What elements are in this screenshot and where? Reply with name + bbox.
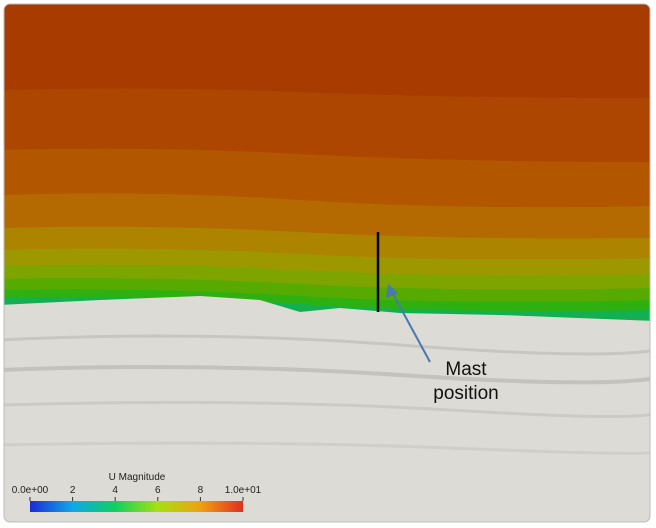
colorbar-title: U Magnitude: [109, 472, 166, 483]
colorbar-tick-label: 8: [198, 485, 204, 496]
arrow-head: [386, 284, 398, 298]
colorbar-tick-label: 1.0e+01: [225, 485, 262, 496]
colorbar: [30, 501, 243, 512]
arrow: [391, 291, 431, 363]
annotation-line: position: [433, 383, 499, 404]
annotation-line: Mast: [445, 359, 487, 380]
colorbar-tick-label: 4: [112, 485, 118, 496]
frame: [3, 3, 651, 523]
colorbar-tick-label: 6: [155, 485, 161, 496]
colorbar-tick-label: 2: [70, 485, 76, 496]
terrain: [4, 296, 650, 522]
colorbar-tick-label: 0.0e+00: [12, 485, 49, 496]
